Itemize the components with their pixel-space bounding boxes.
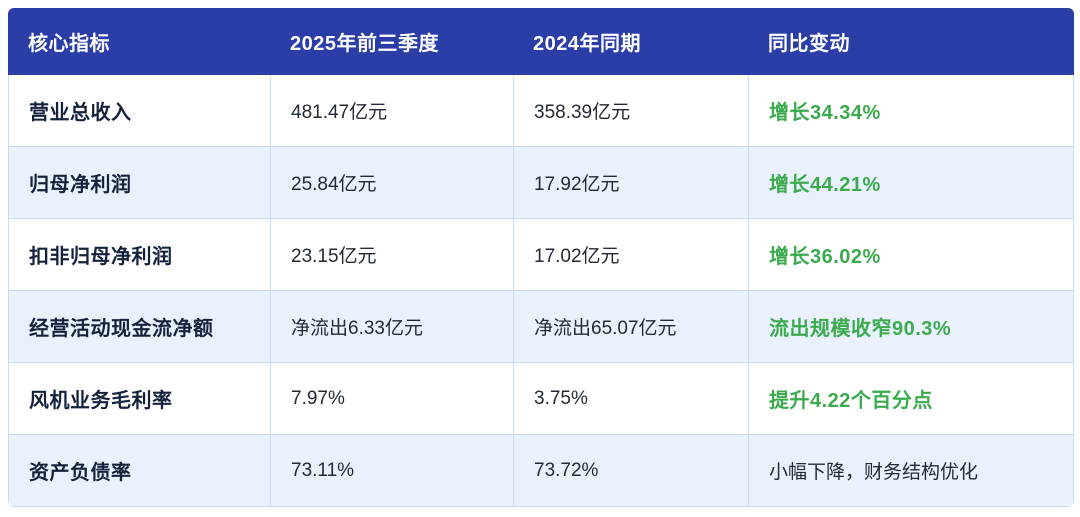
table-row: 归母净利润 25.84亿元 17.92亿元 增长44.21% (8, 147, 1074, 219)
header-2025-q1-q3: 2025年前三季度 (270, 8, 513, 75)
indicator-cell: 归母净利润 (8, 147, 270, 219)
yoy-change-cell: 流出规模收窄90.3% (748, 291, 1074, 363)
indicator-cell: 扣非归母净利润 (8, 219, 270, 291)
yoy-change-cell: 增长44.21% (748, 147, 1074, 219)
current-value-cell: 73.11% (270, 435, 513, 507)
yoy-change-cell: 增长34.34% (748, 75, 1074, 147)
indicator-cell: 营业总收入 (8, 75, 270, 147)
indicator-cell: 风机业务毛利率 (8, 363, 270, 435)
current-value-cell: 23.15亿元 (270, 219, 513, 291)
prior-value-cell: 358.39亿元 (513, 75, 748, 147)
table-row: 资产负债率 73.11% 73.72% 小幅下降，财务结构优化 (8, 435, 1074, 507)
current-value-cell: 净流出6.33亿元 (270, 291, 513, 363)
table-row: 营业总收入 481.47亿元 358.39亿元 增长34.34% (8, 75, 1074, 147)
current-value-cell: 7.97% (270, 363, 513, 435)
header-core-indicator: 核心指标 (8, 8, 270, 75)
prior-value-cell: 净流出65.07亿元 (513, 291, 748, 363)
current-value-cell: 25.84亿元 (270, 147, 513, 219)
prior-value-cell: 3.75% (513, 363, 748, 435)
yoy-change-cell: 小幅下降，财务结构优化 (748, 435, 1074, 507)
indicator-cell: 经营活动现金流净额 (8, 291, 270, 363)
table-row: 风机业务毛利率 7.97% 3.75% 提升4.22个百分点 (8, 363, 1074, 435)
header-yoy-change: 同比变动 (748, 8, 1074, 75)
current-value-cell: 481.47亿元 (270, 75, 513, 147)
core-metrics-table: 核心指标 2025年前三季度 2024年同期 同比变动 营业总收入 481.47… (8, 8, 1074, 507)
indicator-cell: 资产负债率 (8, 435, 270, 507)
table-row: 经营活动现金流净额 净流出6.33亿元 净流出65.07亿元 流出规模收窄90.… (8, 291, 1074, 363)
yoy-change-cell: 提升4.22个百分点 (748, 363, 1074, 435)
prior-value-cell: 17.92亿元 (513, 147, 748, 219)
prior-value-cell: 73.72% (513, 435, 748, 507)
table-row: 扣非归母净利润 23.15亿元 17.02亿元 增长36.02% (8, 219, 1074, 291)
prior-value-cell: 17.02亿元 (513, 219, 748, 291)
table-header-row: 核心指标 2025年前三季度 2024年同期 同比变动 (8, 8, 1074, 75)
yoy-change-cell: 增长36.02% (748, 219, 1074, 291)
header-2024-same-period: 2024年同期 (513, 8, 748, 75)
